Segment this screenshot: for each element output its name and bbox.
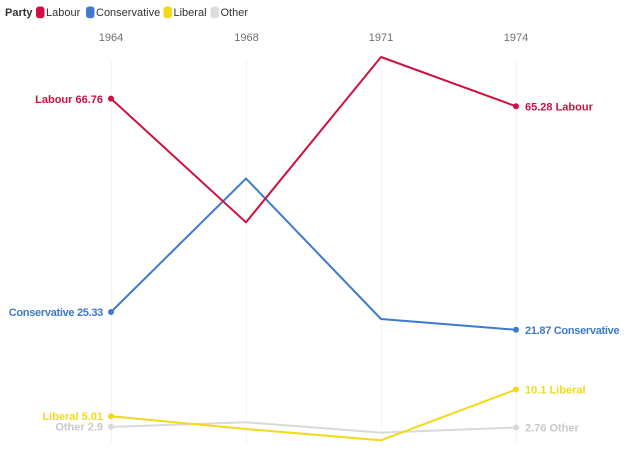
svg-text:Conservative: Conservative: [96, 7, 160, 19]
svg-text:Liberal 5.01: Liberal 5.01: [42, 411, 103, 423]
svg-text:Labour: Labour: [46, 7, 81, 19]
svg-text:Labour 66.76: Labour 66.76: [35, 94, 103, 106]
svg-text:65.28 Labour: 65.28 Labour: [525, 101, 594, 113]
svg-text:1974: 1974: [504, 32, 528, 44]
svg-text:2.76 Other: 2.76 Other: [525, 422, 580, 434]
svg-text:1964: 1964: [99, 32, 123, 44]
svg-text:1968: 1968: [234, 32, 258, 44]
svg-text:Liberal: Liberal: [174, 7, 207, 19]
svg-text:10.1 Liberal: 10.1 Liberal: [525, 384, 586, 396]
svg-text:1971: 1971: [369, 32, 393, 44]
svg-text:Other: Other: [221, 7, 249, 19]
svg-text:21.87 Conservative: 21.87 Conservative: [525, 325, 619, 337]
svg-text:Other 2.9: Other 2.9: [55, 422, 103, 434]
svg-text:Party: Party: [5, 7, 33, 19]
svg-text:Conservative 25.33: Conservative 25.33: [9, 307, 103, 319]
